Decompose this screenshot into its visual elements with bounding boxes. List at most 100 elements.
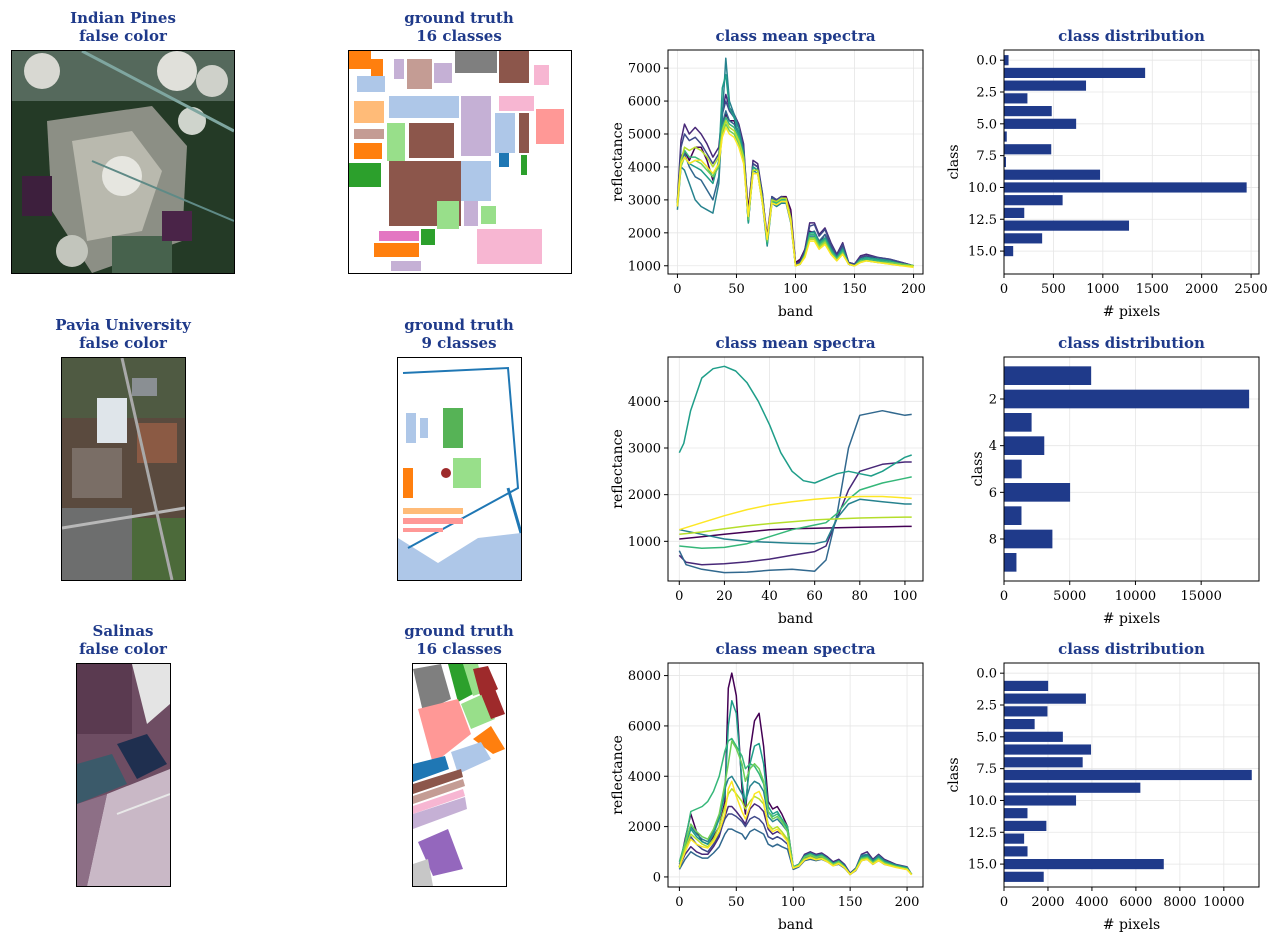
bar <box>1004 719 1035 730</box>
x-tick-label: 2500 <box>1235 282 1268 297</box>
bar <box>1004 483 1071 502</box>
y-axis-label: reflectance <box>610 122 626 202</box>
x-tick-label: 150 <box>838 895 863 910</box>
chart-4: class distribution 0 5000 10000 15000 2 4 6 8 # p… <box>970 334 1260 627</box>
bar <box>1004 529 1053 549</box>
bar <box>1004 106 1052 117</box>
y-tick-label: 4000 <box>628 770 661 785</box>
y-tick-label: 2000 <box>628 226 661 241</box>
y-tick-label: 10.0 <box>968 794 997 809</box>
bar <box>1004 169 1101 180</box>
x-axis-label: # pixels <box>1103 917 1160 933</box>
x-tick-label: 200 <box>901 282 926 297</box>
series-line <box>678 365 912 484</box>
bar <box>1004 693 1086 704</box>
x-tick-label: 80 <box>852 589 869 604</box>
chart-title: class mean spectra <box>715 334 875 352</box>
series-line <box>678 780 913 876</box>
x-tick-label: 15000 <box>1180 589 1221 604</box>
ground-truth-map <box>397 357 522 581</box>
x-axis-label: # pixels <box>1103 304 1160 320</box>
y-tick-label: 7000 <box>628 62 661 77</box>
x-tick-label: 200 <box>895 895 920 910</box>
bar <box>1004 182 1247 193</box>
chart-3: class mean spectra 0 20 40 60 80 100 1000 2000 30… <box>610 334 924 627</box>
ground-truth-map <box>412 663 507 887</box>
axes-frame <box>667 356 924 582</box>
x-axis-label: band <box>778 611 813 627</box>
y-tick-label: 4000 <box>628 160 661 175</box>
gt-title: ground truth 16 classes <box>404 9 514 45</box>
bar <box>1004 131 1007 142</box>
x-tick-label: 40 <box>761 589 778 604</box>
y-tick-label: 0.0 <box>976 667 997 682</box>
y-tick-label: 12.5 <box>968 826 997 841</box>
chart-title: class distribution <box>1058 640 1205 658</box>
bar <box>1004 366 1092 385</box>
y-axis-label: class <box>946 757 962 792</box>
x-tick-label: 20 <box>716 589 733 604</box>
ground-truth-map <box>348 50 572 274</box>
y-tick-label: 5000 <box>628 128 661 143</box>
x-tick-label: 100 <box>893 589 918 604</box>
x-tick-label: 0 <box>1000 589 1008 604</box>
y-tick-label: 7.5 <box>976 149 997 164</box>
image-title: Indian Pines false color <box>70 9 176 45</box>
x-tick-label: 6000 <box>1119 895 1152 910</box>
x-tick-label: 60 <box>806 589 823 604</box>
false-color-image <box>11 50 235 274</box>
bar <box>1004 220 1130 231</box>
pavia-ground-truth <box>398 358 521 580</box>
x-tick-label: 100 <box>781 895 806 910</box>
x-tick-label: 10000 <box>1115 589 1156 604</box>
bar <box>1004 67 1146 78</box>
y-tick-label: 7.5 <box>976 762 997 777</box>
x-tick-label: 50 <box>728 895 745 910</box>
y-tick-label: 4 <box>989 439 997 454</box>
y-tick-label: 3000 <box>628 193 661 208</box>
series-line <box>679 498 912 545</box>
salinas-false-color <box>77 664 170 886</box>
bar <box>1004 233 1043 244</box>
bar <box>1004 795 1077 806</box>
axes-frame <box>1003 662 1260 888</box>
salinas-ground-truth <box>413 664 506 886</box>
bar <box>1004 820 1047 831</box>
x-tick-label: 5000 <box>1053 589 1086 604</box>
y-tick-label: 8 <box>989 533 997 548</box>
bar <box>1004 195 1063 206</box>
y-axis-label: reflectance <box>610 735 626 815</box>
series-line <box>678 788 913 876</box>
y-tick-label: 2.5 <box>976 699 997 714</box>
chart-title: class mean spectra <box>715 640 875 658</box>
bar <box>1004 859 1164 870</box>
y-tick-label: 6000 <box>628 95 661 110</box>
bar <box>1004 553 1017 572</box>
bar <box>1004 744 1092 755</box>
x-tick-label: 2000 <box>1031 895 1064 910</box>
false-color-image <box>76 663 171 887</box>
chart-title: class distribution <box>1058 27 1205 45</box>
bar <box>1004 731 1063 742</box>
bar <box>1004 782 1141 793</box>
chart-1: class mean spectra 0 50 100 150 200 1000 2000 30… <box>610 27 926 320</box>
bar <box>1004 833 1025 844</box>
series-line <box>678 737 913 876</box>
x-tick-label: 500 <box>1041 282 1066 297</box>
x-tick-label: 2000 <box>1185 282 1218 297</box>
bar <box>1004 436 1045 455</box>
series-line <box>679 476 912 550</box>
bar <box>1004 118 1077 129</box>
series-line <box>678 409 912 574</box>
chart-6: class distribution 0 2000 4000 6000 8000 10000… <box>946 640 1260 933</box>
bar <box>1004 246 1014 257</box>
bar <box>1004 207 1025 218</box>
x-tick-label: 0 <box>1000 282 1008 297</box>
y-tick-label: 8000 <box>628 669 661 684</box>
series-line <box>676 126 914 269</box>
bar <box>1004 757 1083 768</box>
y-tick-label: 1000 <box>628 259 661 274</box>
x-tick-label: 0 <box>675 589 683 604</box>
x-tick-label: 50 <box>728 282 745 297</box>
